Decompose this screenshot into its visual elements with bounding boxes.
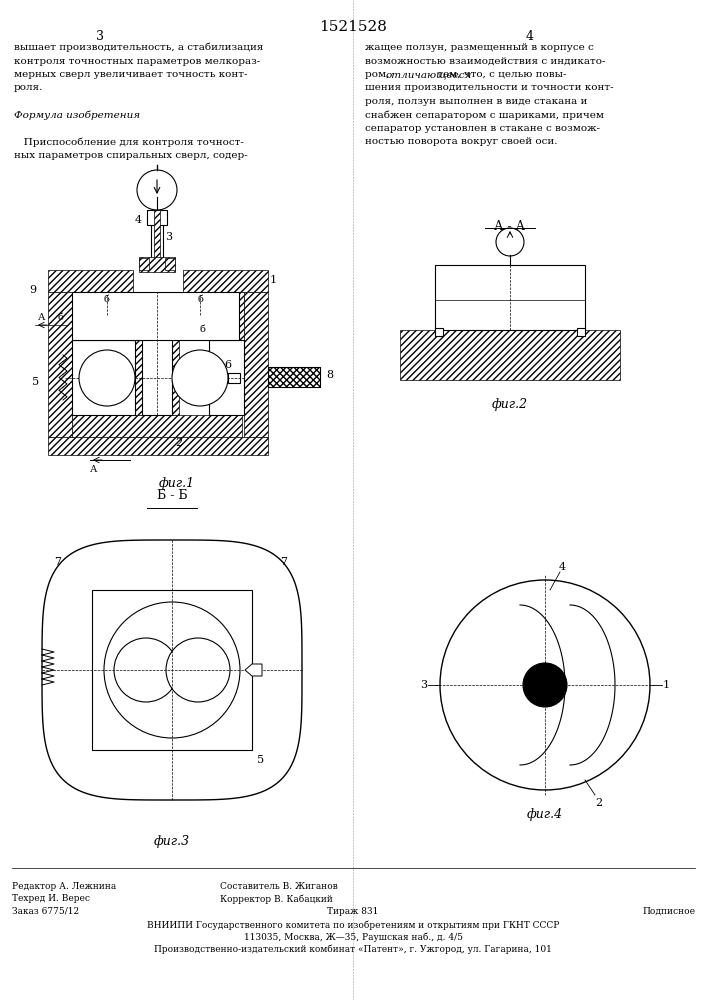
Bar	[244, 292, 268, 437]
Text: Формула изобретения: Формула изобретения	[14, 110, 140, 120]
Text: ных параметров спиральных сверл, содер-: ных параметров спиральных сверл, содер-	[14, 151, 247, 160]
Bar	[209, 340, 244, 415]
Text: 4: 4	[526, 30, 534, 43]
Bar	[72, 292, 239, 340]
Text: 8: 8	[326, 370, 333, 380]
Text: 9: 9	[29, 285, 36, 295]
Bar	[92, 590, 252, 750]
Text: 2: 2	[595, 798, 602, 808]
Text: А: А	[90, 465, 98, 474]
Text: 113035, Москва, Ж—35, Раушская наб., д. 4/5: 113035, Москва, Ж—35, Раушская наб., д. …	[243, 932, 462, 942]
Circle shape	[523, 663, 567, 707]
Bar	[72, 415, 242, 437]
Text: вышает производительность, а стабилизация: вышает производительность, а стабилизаци…	[14, 43, 264, 52]
Text: 5: 5	[32, 377, 39, 387]
Text: фиг.2: фиг.2	[492, 398, 528, 411]
Text: жащее ползун, размещенный в корпусе с: жащее ползун, размещенный в корпусе с	[365, 43, 594, 52]
Bar	[135, 292, 179, 415]
Bar	[435, 265, 585, 330]
Text: б: б	[104, 296, 110, 304]
Text: 1: 1	[663, 680, 670, 690]
Text: ром,: ром,	[365, 70, 392, 79]
Bar	[268, 367, 320, 387]
Bar	[72, 340, 135, 415]
Polygon shape	[42, 540, 302, 800]
Bar	[139, 257, 175, 272]
Circle shape	[104, 602, 240, 738]
Bar	[268, 367, 320, 387]
Text: мерных сверл увеличивает точность конт-: мерных сверл увеличивает точность конт-	[14, 70, 247, 79]
Bar	[183, 270, 268, 292]
Text: ностью поворота вокруг своей оси.: ностью поворота вокруг своей оси.	[365, 137, 558, 146]
Text: Техред И. Верес: Техред И. Верес	[12, 894, 90, 903]
Text: ВНИИПИ Государственного комитета по изобретениям и открытиям при ГКНТ СССР: ВНИИПИ Государственного комитета по изоб…	[147, 920, 559, 930]
Text: контроля точностных параметров мелкораз-: контроля точностных параметров мелкораз-	[14, 56, 260, 66]
Text: снабжен сепаратором с шариками, причем: снабжен сепаратором с шариками, причем	[365, 110, 604, 120]
Bar	[72, 292, 107, 340]
Bar	[435, 328, 443, 336]
Text: Составитель В. Жиганов: Составитель В. Жиганов	[220, 882, 338, 891]
Text: 1: 1	[270, 275, 277, 285]
Bar	[147, 210, 167, 225]
Text: 7: 7	[54, 557, 61, 567]
Text: 5: 5	[257, 755, 264, 765]
Text: 7: 7	[280, 557, 287, 567]
Circle shape	[172, 350, 228, 406]
Text: роля, ползун выполнен в виде стакана и: роля, ползун выполнен в виде стакана и	[365, 97, 588, 106]
Text: Тираж 831: Тираж 831	[327, 907, 379, 916]
Text: возможностью взаимодействия с индикато-: возможностью взаимодействия с индикато-	[365, 56, 605, 66]
Text: 3: 3	[420, 680, 427, 690]
Text: 1521528: 1521528	[319, 20, 387, 34]
Text: 3: 3	[165, 232, 172, 242]
Bar	[577, 328, 585, 336]
Bar	[154, 210, 160, 270]
Text: 2: 2	[175, 438, 182, 448]
Text: 3: 3	[96, 30, 104, 43]
Text: Б - Б: Б - Б	[157, 489, 187, 502]
Text: Корректор В. Кабацкий: Корректор В. Кабацкий	[220, 894, 333, 904]
Bar	[165, 258, 175, 270]
Text: шения производительности и точности конт-: шения производительности и точности конт…	[365, 84, 614, 93]
Text: Производственно-издательский комбинат «Патент», г. Ужгород, ул. Гагарина, 101: Производственно-издательский комбинат «П…	[154, 944, 552, 954]
Text: б: б	[197, 296, 203, 304]
Text: фиг.4: фиг.4	[527, 808, 563, 821]
Text: сепаратор установлен в стакане с возмож-: сепаратор установлен в стакане с возмож-	[365, 124, 600, 133]
Text: фиг.3: фиг.3	[154, 835, 190, 848]
Bar	[228, 373, 240, 383]
Text: роля.: роля.	[14, 84, 43, 93]
Circle shape	[79, 350, 135, 406]
Bar	[139, 258, 149, 270]
Text: Приспособление для контроля точност-: Приспособление для контроля точност-	[14, 137, 244, 147]
Bar	[400, 330, 620, 380]
Bar	[151, 210, 163, 270]
Circle shape	[114, 638, 178, 702]
Text: отличающееся: отличающееся	[386, 70, 472, 79]
Text: Подписное: Подписное	[642, 907, 695, 916]
Text: 4: 4	[559, 562, 566, 572]
Polygon shape	[245, 664, 262, 676]
Text: Заказ 6775/12: Заказ 6775/12	[12, 907, 79, 916]
Text: 6: 6	[224, 360, 231, 370]
Text: тем, что, с целью повы-: тем, что, с целью повы-	[434, 70, 566, 79]
Text: фиг.1: фиг.1	[159, 477, 195, 490]
Text: Редактор А. Лежнина: Редактор А. Лежнина	[12, 882, 116, 891]
Text: А - А: А - А	[494, 220, 525, 233]
Bar	[48, 437, 268, 455]
Bar	[48, 270, 133, 292]
Circle shape	[440, 580, 650, 790]
Bar	[48, 292, 72, 437]
Bar	[142, 315, 172, 415]
Circle shape	[166, 638, 230, 702]
Text: б: б	[58, 312, 64, 322]
Text: 4: 4	[135, 215, 142, 225]
Text: А: А	[38, 312, 45, 322]
Text: б: б	[200, 326, 206, 334]
Bar	[209, 292, 244, 340]
